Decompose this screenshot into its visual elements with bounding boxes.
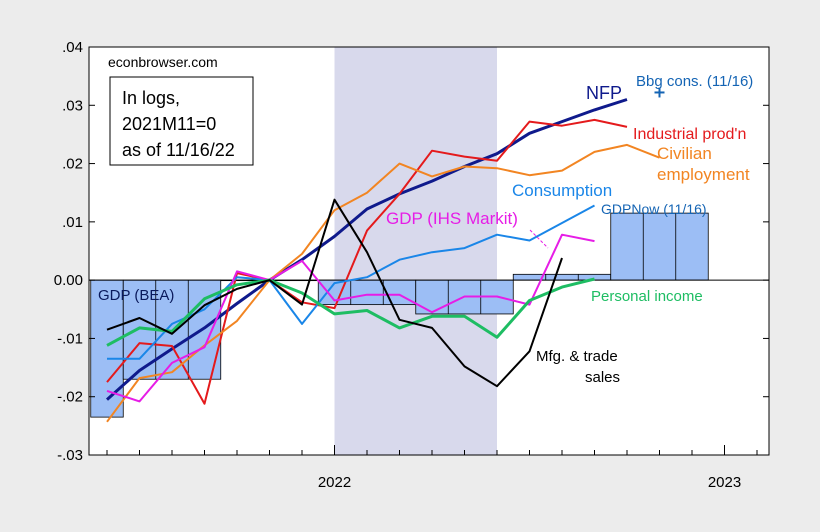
label-civ-2: employment: [657, 165, 750, 184]
series-line-industrial-prod-n: [106, 118, 628, 405]
x-tick-label: 2023: [708, 474, 741, 491]
ihs-leader-line: [529, 229, 549, 249]
series-line-mfg-trade-sales: [106, 198, 563, 388]
note-line-3: as of 11/16/22: [122, 140, 235, 160]
label-gdpnow: GDPNow (11/16): [601, 201, 707, 217]
recession-shading: [334, 47, 497, 455]
label-consumption: Consumption: [512, 181, 612, 200]
series-line-nfp: [105, 98, 628, 401]
label-mfg-2: sales: [585, 369, 620, 386]
bar-1-0: [610, 212, 709, 281]
label-civ-1: Civilian: [657, 144, 712, 163]
label-ip: Industrial prod'n: [633, 126, 746, 143]
label-gdpbea: GDP (BEA): [98, 287, 174, 304]
label-personal-income: Personal income: [591, 288, 703, 305]
source-label: econbrowser.com: [108, 54, 218, 70]
y-tick-label: .02: [62, 156, 83, 173]
y-tick-label: .03: [62, 97, 83, 114]
x-tick-label: 2022: [318, 474, 351, 491]
bar-0-5: [512, 273, 612, 281]
y-tick-label: 0.00: [54, 272, 83, 289]
label-bbg: Bbg cons. (11/16): [636, 73, 753, 90]
label-ihs: GDP (IHS Markit): [386, 209, 518, 228]
y-tick-label: -.02: [57, 389, 83, 406]
y-tick-label: -.03: [57, 447, 83, 464]
note-line-2: 2021M11=0: [122, 114, 216, 134]
note-line-1: In logs,: [122, 88, 180, 108]
label-mfg-1: Mfg. & trade: [536, 348, 618, 365]
label-nfp: NFP: [586, 83, 622, 103]
series-line-gdp-ihs-markit-: [106, 233, 595, 403]
y-tick-label: .01: [62, 214, 83, 231]
y-tick-label: .04: [62, 39, 83, 56]
note-box: [109, 76, 254, 166]
point-marker-0: [654, 87, 665, 98]
y-tick-label: -.01: [57, 330, 83, 347]
series-line-personal-income: [106, 277, 595, 347]
